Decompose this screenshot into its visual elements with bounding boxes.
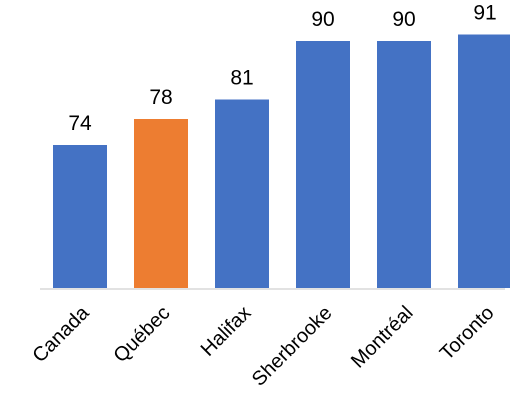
bar-toronto [458, 34, 510, 288]
category-label-québec: Québec [109, 302, 174, 367]
category-label-halifax: Halifax [197, 302, 256, 361]
value-label-halifax: 81 [230, 67, 253, 90]
category-label-canada: Canada [28, 301, 94, 367]
bar-montréal [377, 41, 431, 288]
value-label-montréal: 90 [392, 8, 415, 31]
bar-canada [53, 145, 107, 288]
category-label-sherbrooke: Sherbrooke [248, 302, 337, 391]
bar-halifax [215, 99, 269, 288]
value-label-canada: 74 [68, 112, 92, 135]
bar-québec [134, 119, 188, 288]
category-label-toronto: Toronto [436, 302, 499, 365]
value-label-sherbrooke: 90 [311, 8, 334, 31]
value-label-québec: 78 [149, 86, 172, 109]
value-labels: 74 78 81 90 90 91 [68, 2, 496, 136]
value-label-toronto: 91 [473, 2, 496, 25]
category-label-montréal: Montréal [347, 302, 418, 373]
bar-sherbrooke [296, 41, 350, 288]
bars [53, 34, 510, 288]
